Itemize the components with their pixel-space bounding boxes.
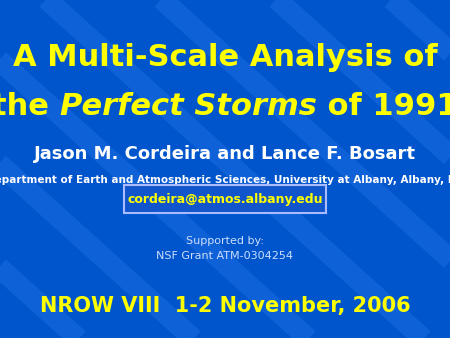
- Text: NROW VIII  1-2 November, 2006: NROW VIII 1-2 November, 2006: [40, 296, 410, 316]
- Text: cordeira@atmos.albany.edu: cordeira@atmos.albany.edu: [127, 193, 323, 206]
- Text: Department of Earth and Atmospheric Sciences, University at Albany, Albany, NY: Department of Earth and Atmospheric Scie…: [0, 175, 450, 185]
- Text: the: the: [0, 92, 60, 121]
- FancyBboxPatch shape: [124, 185, 326, 213]
- Text: Perfect Storms: Perfect Storms: [60, 92, 317, 121]
- Text: Supported by:
NSF Grant ATM-0304254: Supported by: NSF Grant ATM-0304254: [157, 236, 293, 261]
- Text: Jason M. Cordeira and Lance F. Bosart: Jason M. Cordeira and Lance F. Bosart: [34, 145, 416, 163]
- Text: A Multi-Scale Analysis of: A Multi-Scale Analysis of: [13, 43, 437, 72]
- Text: of 1991: of 1991: [317, 92, 450, 121]
